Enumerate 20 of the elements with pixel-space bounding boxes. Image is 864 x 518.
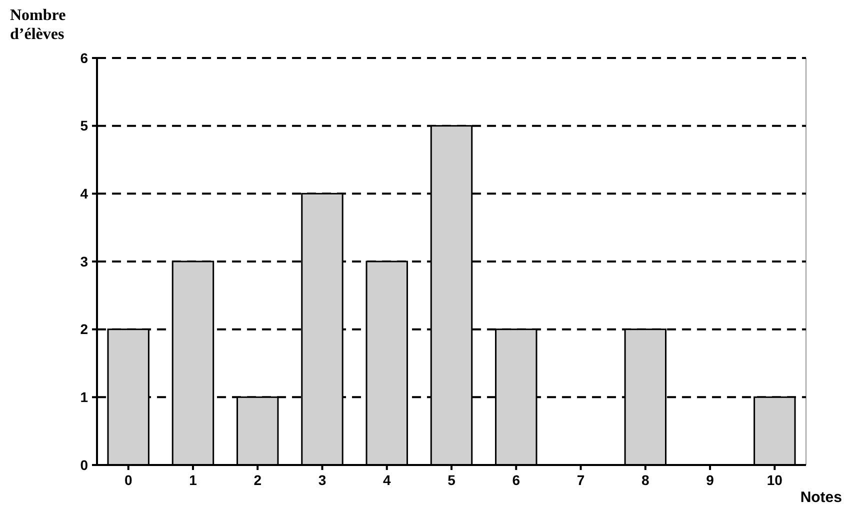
x-tick-label: 9 <box>706 472 714 488</box>
y-axis-title: Nombre d’élèves <box>10 7 66 43</box>
x-tick-label: 0 <box>124 472 132 488</box>
x-tick-label: 8 <box>641 472 650 488</box>
x-tick-label: 2 <box>254 472 262 488</box>
y-tick-label: 0 <box>80 456 88 473</box>
y-tick-label: 6 <box>80 50 88 66</box>
y-tick-label: 3 <box>80 253 88 270</box>
y-tick-label: 4 <box>80 186 88 202</box>
x-tick-label: 7 <box>576 472 585 488</box>
x-tick-label: 5 <box>448 472 456 488</box>
y-tick-label: 5 <box>80 118 88 134</box>
x-tick-label: 3 <box>318 472 326 488</box>
x-axis-title: Notes <box>800 489 842 506</box>
x-tick-label: 10 <box>766 472 783 488</box>
x-tick-label: 6 <box>512 472 520 488</box>
x-tick-label: 4 <box>382 472 391 488</box>
y-tick-label: 1 <box>80 389 88 406</box>
y-tick-label: 2 <box>80 321 88 338</box>
x-tick-label: 1 <box>189 472 198 488</box>
